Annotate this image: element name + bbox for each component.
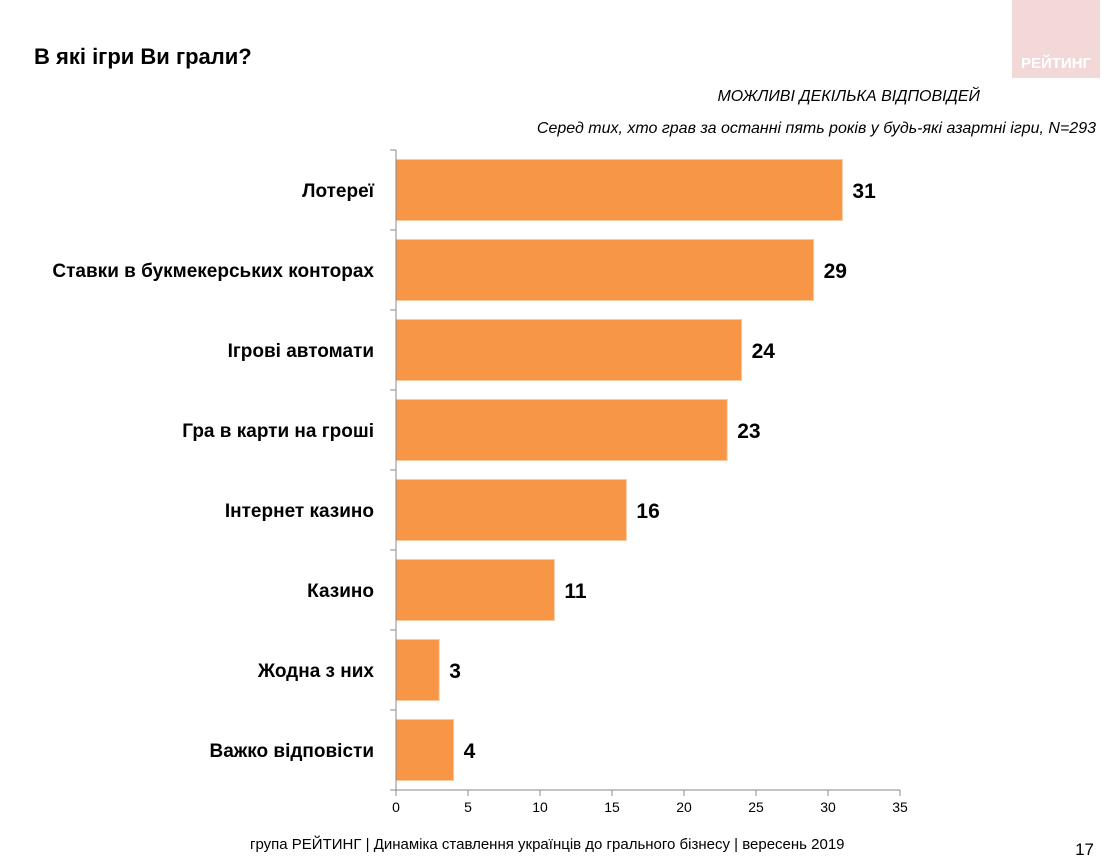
category-label: Важко відповісти bbox=[209, 741, 374, 762]
x-tick-label: 35 bbox=[892, 799, 908, 815]
category-label: Ігрові автомати bbox=[228, 341, 374, 362]
data-label: 29 bbox=[824, 260, 847, 283]
bar bbox=[395, 479, 627, 541]
chart-subtitle-sample: Серед тих, хто грав за останні пять рокі… bbox=[536, 120, 1096, 137]
category-label: Жодна з них bbox=[257, 661, 375, 682]
category-label: Ставки в букмекерських конторах bbox=[52, 261, 374, 282]
data-label: 23 bbox=[737, 420, 760, 443]
chart-title: В які ігри Ви грали? bbox=[34, 44, 252, 69]
bar bbox=[395, 319, 743, 381]
bar bbox=[395, 639, 440, 701]
category-label: Лотереї bbox=[302, 181, 375, 202]
x-tick-label: 5 bbox=[464, 799, 472, 815]
x-tick-label: 10 bbox=[532, 799, 548, 815]
bar bbox=[395, 159, 843, 221]
category-label: Інтернет казино bbox=[225, 501, 374, 522]
bar bbox=[395, 559, 555, 621]
x-tick-label: 20 bbox=[676, 799, 692, 815]
x-tick-label: 30 bbox=[820, 799, 836, 815]
x-tick-label: 0 bbox=[392, 799, 400, 815]
footer-text: група РЕЙТИНГ | Динаміка ставлення украї… bbox=[250, 836, 845, 853]
data-label: 24 bbox=[752, 340, 776, 363]
chart-subtitle-note: МОЖЛИВІ ДЕКІЛЬКА ВІДПОВІДЕЙ bbox=[717, 88, 980, 105]
bar bbox=[395, 239, 815, 301]
x-tick-label: 15 bbox=[604, 799, 620, 815]
bar bbox=[395, 719, 455, 781]
data-label: 3 bbox=[449, 660, 461, 683]
data-label: 31 bbox=[852, 180, 876, 203]
data-label: 4 bbox=[464, 740, 476, 763]
page-number: 17 bbox=[1075, 840, 1094, 859]
data-label: 11 bbox=[564, 580, 587, 603]
bar bbox=[395, 399, 728, 461]
rating-logo: РЕЙТИНГ bbox=[1012, 0, 1100, 78]
category-label: Гра в карти на гроші bbox=[182, 421, 374, 442]
category-label: Казино bbox=[307, 581, 374, 602]
x-tick-label: 25 bbox=[748, 799, 764, 815]
data-label: 16 bbox=[636, 500, 659, 523]
